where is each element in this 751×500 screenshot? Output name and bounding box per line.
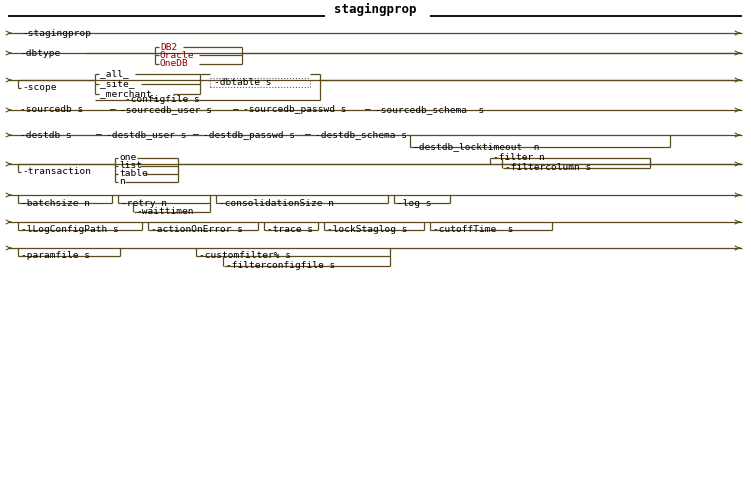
Text: —: — bbox=[96, 130, 101, 140]
Text: table: table bbox=[119, 170, 148, 178]
Text: -paramfile s: -paramfile s bbox=[21, 252, 90, 260]
Text: -destdb_user s: -destdb_user s bbox=[106, 130, 186, 140]
Text: n: n bbox=[119, 178, 125, 186]
Text: stagingprop: stagingprop bbox=[333, 2, 416, 16]
Text: -dbtable s: -dbtable s bbox=[214, 78, 272, 87]
Text: OneDB: OneDB bbox=[160, 60, 189, 68]
Text: -destdb_schema s: -destdb_schema s bbox=[315, 130, 407, 140]
Text: -stagingprop: -stagingprop bbox=[22, 28, 91, 38]
Text: -filtercolumn s: -filtercolumn s bbox=[505, 164, 591, 172]
Text: -sourcedb_passwd s: -sourcedb_passwd s bbox=[243, 106, 346, 114]
Text: -transaction: -transaction bbox=[22, 168, 91, 176]
Text: -customfilter% s: -customfilter% s bbox=[199, 252, 291, 260]
Text: -destdb_locktimeout  n: -destdb_locktimeout n bbox=[413, 142, 539, 152]
Text: -filter n: -filter n bbox=[493, 154, 544, 162]
Text: one: one bbox=[119, 154, 136, 162]
Text: —: — bbox=[110, 106, 116, 114]
Text: Oracle: Oracle bbox=[160, 50, 195, 59]
Text: _all_: _all_ bbox=[100, 70, 128, 78]
Text: -sourcedb_user s: -sourcedb_user s bbox=[120, 106, 212, 114]
Text: -sourcedb s: -sourcedb s bbox=[20, 106, 83, 114]
Text: -batchsize n: -batchsize n bbox=[21, 198, 90, 207]
Text: -lockStaglog s: -lockStaglog s bbox=[327, 226, 408, 234]
Text: -cutoffTime  s: -cutoffTime s bbox=[433, 226, 514, 234]
Text: -retry n: -retry n bbox=[121, 198, 167, 207]
Text: -actionOnError s: -actionOnError s bbox=[151, 226, 243, 234]
Text: -waittimen: -waittimen bbox=[136, 208, 194, 216]
Text: -consolidationSize n: -consolidationSize n bbox=[219, 198, 334, 207]
Text: —: — bbox=[365, 106, 371, 114]
Text: DB2: DB2 bbox=[160, 42, 177, 51]
Text: -lLogConfigPath s: -lLogConfigPath s bbox=[21, 226, 119, 234]
Text: —: — bbox=[233, 106, 239, 114]
Text: -dbtype: -dbtype bbox=[20, 48, 60, 58]
Text: —: — bbox=[305, 130, 311, 140]
Text: -configfile s: -configfile s bbox=[125, 96, 200, 104]
Text: list: list bbox=[119, 162, 142, 170]
Text: —: — bbox=[193, 130, 199, 140]
Text: -destdb_passwd s: -destdb_passwd s bbox=[203, 130, 295, 140]
Text: -scope: -scope bbox=[22, 84, 56, 92]
Text: _merchant_: _merchant_ bbox=[100, 90, 158, 98]
Text: -sourcedb_schema  s: -sourcedb_schema s bbox=[375, 106, 484, 114]
Text: _site_: _site_ bbox=[100, 80, 134, 88]
Text: -log s: -log s bbox=[397, 198, 432, 207]
Text: -filterconfigfile s: -filterconfigfile s bbox=[226, 262, 335, 270]
Text: -trace s: -trace s bbox=[267, 226, 313, 234]
Text: -destdb s: -destdb s bbox=[20, 130, 72, 140]
